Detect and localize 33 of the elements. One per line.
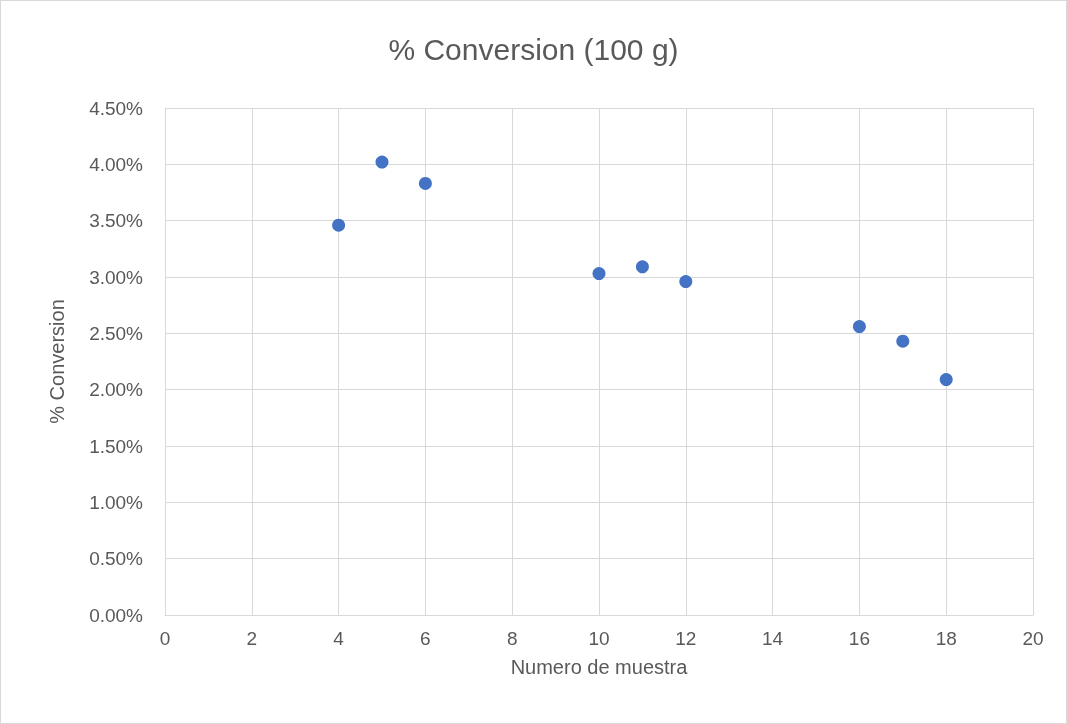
x-tick-label: 8 (506, 628, 518, 649)
point (896, 334, 910, 348)
x-tick-label: 4 (333, 628, 345, 649)
x-tick-label: 20 (1022, 628, 1044, 649)
y-tick-label: 2.50% (89, 322, 144, 344)
point (852, 320, 866, 334)
y-tick-label: 3.50% (89, 210, 144, 232)
y-tick-label: 4.00% (89, 153, 144, 175)
x-tick-label: 0 (159, 628, 171, 649)
x-tick-label: 14 (762, 628, 784, 649)
x-tick-label: 18 (935, 628, 957, 649)
y-tick-label: 1.00% (89, 491, 144, 513)
point (375, 155, 389, 169)
y-tick-label: 2.00% (89, 379, 144, 401)
x-tick-label: 2 (246, 628, 258, 649)
y-tick-label: 0.50% (89, 548, 144, 570)
y-tick-label: 3.00% (89, 266, 144, 288)
x-tick-label: 12 (675, 628, 697, 649)
x-axis-title: Numero de muestra (510, 656, 689, 678)
x-tick-label: 16 (848, 628, 870, 649)
point (635, 260, 649, 274)
y-axis-title: % Conversion (46, 299, 68, 424)
y-tick-label: 4.50% (89, 97, 144, 119)
x-tick-label: 10 (588, 628, 610, 649)
point (332, 218, 346, 232)
chart-title: % Conversion (100 g) (388, 32, 679, 66)
y-tick-label: 0.00% (89, 604, 144, 626)
point (939, 373, 953, 387)
point (679, 275, 693, 288)
point (418, 176, 432, 190)
point (592, 267, 606, 281)
x-tick-label: 6 (420, 628, 431, 649)
y-tick-label: 1.50% (89, 435, 144, 457)
